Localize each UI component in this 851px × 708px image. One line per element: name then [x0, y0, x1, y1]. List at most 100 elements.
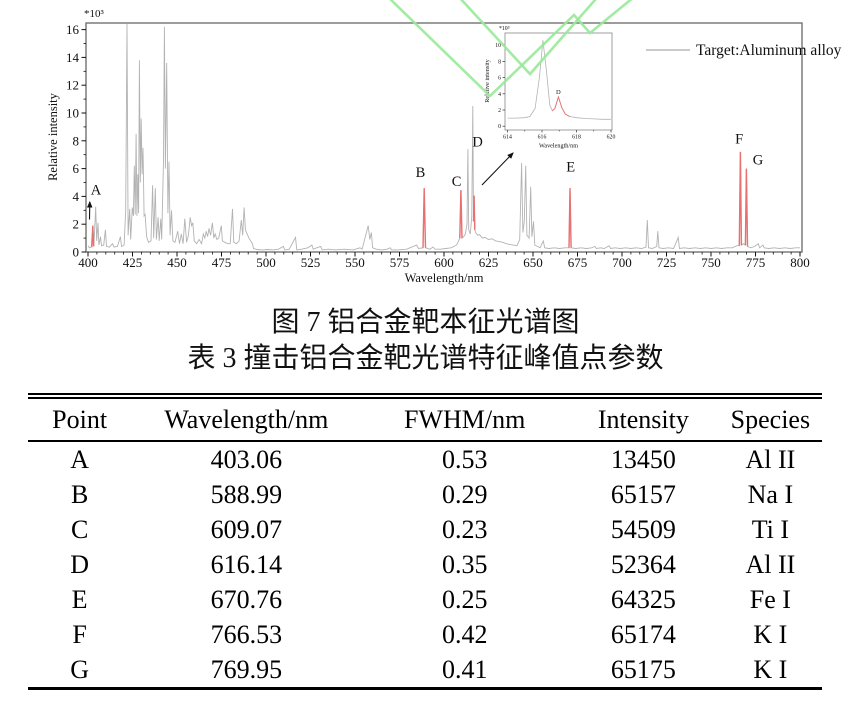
- table-cell: Na I: [747, 480, 794, 509]
- peak-parameter-table: Point Wavelength/nm FWHM/nm Intensity Specie…: [28, 393, 822, 690]
- table-cell: E: [71, 585, 88, 614]
- x-tick-label: 650: [523, 255, 543, 270]
- table-cell: 0.53: [441, 445, 488, 474]
- inset-scale-label: *10³: [499, 26, 510, 32]
- table-row: B 588.99 0.29 65157 Na I: [28, 477, 822, 512]
- table-row: G 769.95 0.41 65175 K I: [28, 652, 822, 687]
- inset-red-peak: [552, 95, 570, 117]
- inset-frame: [504, 32, 613, 131]
- inset-x-tick-label: 614: [503, 135, 512, 141]
- table-cell: C: [70, 515, 89, 544]
- peak-label-E: E: [566, 159, 575, 175]
- x-tick-label: 800: [790, 255, 810, 270]
- peak-label-B: B: [416, 165, 426, 181]
- table-cell: Ti I: [751, 515, 790, 544]
- y-tick-label: 2: [73, 217, 80, 232]
- table-cell: 64325: [610, 585, 676, 614]
- x-tick-label: 725: [657, 255, 677, 270]
- x-tick-label: 775: [746, 255, 766, 270]
- red-peak-B: [422, 188, 427, 248]
- table-cell: 0.35: [441, 550, 488, 579]
- table-cell: 52364: [610, 550, 676, 579]
- table-cell: Fe I: [749, 585, 791, 614]
- table-cell: 0.23: [441, 515, 488, 544]
- y-axis-label: Relative intensity: [46, 92, 60, 181]
- table-cell: 588.99: [210, 480, 283, 509]
- inset-y-tick-label: 4: [498, 92, 501, 98]
- x-axis-label: Wavelength/nm: [405, 271, 484, 285]
- table-cell: 65174: [610, 620, 676, 649]
- x-tick-label: 550: [345, 255, 365, 270]
- y-tick-label: 16: [66, 22, 80, 37]
- table-cell: A: [70, 445, 89, 474]
- spectrum-figure: 400 425 450 475 500 525 550 575 600 625 650 675 700 7…: [0, 0, 851, 296]
- table-cell: 65157: [610, 480, 676, 509]
- peak-label-C: C: [452, 174, 462, 190]
- red-peak-F: [738, 151, 743, 246]
- plot-frame: [85, 22, 803, 253]
- table-cell: 54509: [610, 515, 676, 544]
- x-tick-label: 425: [123, 255, 143, 270]
- table-cell: Al II: [745, 550, 796, 579]
- spectrum-line: [87, 23, 800, 251]
- table-cell: 0.29: [441, 480, 488, 509]
- column-header-species: Species: [730, 405, 811, 434]
- inset-y-axis-label: Relative intensity: [484, 58, 491, 102]
- x-tick-label: 575: [390, 255, 410, 270]
- inset-peak-label-D: D: [556, 89, 561, 96]
- red-peak-E: [568, 188, 572, 248]
- y-tick-label: 4: [73, 189, 80, 204]
- table-cell: 0.41: [441, 655, 488, 684]
- table-cell: D: [70, 550, 89, 579]
- x-tick-label: 400: [78, 255, 98, 270]
- red-peak-D: [472, 195, 476, 230]
- column-header-point: Point: [52, 405, 108, 434]
- table-cell: 0.25: [441, 585, 488, 614]
- y-tick-label: 10: [66, 106, 79, 121]
- column-header-wavelength-nm: Wavelength/nm: [164, 405, 329, 434]
- x-tick-label: 450: [167, 255, 187, 270]
- spectrum-chart: 400 425 450 475 500 525 550 575 600 625 650 675 700 7…: [46, 0, 842, 285]
- table-cell: K I: [753, 655, 788, 684]
- column-header-fwhm-nm: FWHM/nm: [404, 405, 526, 434]
- y-axis-scale-label: *10³: [84, 8, 105, 20]
- table-cell: 0.42: [441, 620, 488, 649]
- x-tick-label: 475: [212, 255, 232, 270]
- table-cell: K I: [753, 620, 788, 649]
- inset-y-tick-label: 2: [498, 108, 501, 114]
- table-body: A 403.06 0.53 13450 Al II B 588.99 0.29 65157 Na …: [28, 442, 822, 687]
- y-tick-label: 6: [73, 161, 80, 176]
- inset-y-tick-label: 0: [498, 124, 501, 130]
- inset-x-axis-label: Wavelength/nm: [539, 143, 578, 150]
- table-row: A 403.06 0.53 13450 Al II: [28, 442, 822, 477]
- peak-label-G: G: [753, 152, 764, 168]
- red-peak-G: [744, 168, 749, 247]
- legend-label: Target:Aluminum alloy: [696, 42, 842, 59]
- table-cell: 670.76: [210, 585, 283, 614]
- inset-y-tick-label: 10: [495, 43, 501, 49]
- table-header-row: Point Wavelength/nm FWHM/nm Intensity Specie…: [28, 399, 822, 442]
- figure-caption: 图 7 铝合金靶本征光谱图: [271, 307, 580, 338]
- table-cell: F: [72, 620, 87, 649]
- table-row: F 766.53 0.42 65174 K I: [28, 617, 822, 652]
- table-cell: Al II: [745, 445, 796, 474]
- table-caption: 表 3 撞击铝合金靶光谱特征峰值点参数: [187, 343, 664, 374]
- table-cell: 769.95: [210, 655, 283, 684]
- table-cell: 65175: [610, 655, 676, 684]
- table-cell: G: [70, 655, 89, 684]
- inset-x-tick-label: 618: [572, 135, 581, 141]
- inset-y-tick-label: 6: [498, 76, 501, 82]
- x-tick-label: 625: [479, 255, 499, 270]
- table-cell: 766.53: [210, 620, 283, 649]
- table-row: C 609.07 0.23 54509 Ti I: [28, 512, 822, 547]
- x-tick-label: 750: [701, 255, 721, 270]
- column-header-intensity: Intensity: [597, 405, 689, 434]
- x-tick-label: 500: [256, 255, 276, 270]
- green-line-artifact: [459, 0, 597, 76]
- table-cell: 403.06: [210, 445, 283, 474]
- table-row: D 616.14 0.35 52364 Al II: [28, 547, 822, 582]
- table-row: E 670.76 0.25 64325 Fe I: [28, 582, 822, 617]
- inset-x-tick-label: 616: [538, 135, 547, 141]
- peak-label-F: F: [735, 132, 743, 148]
